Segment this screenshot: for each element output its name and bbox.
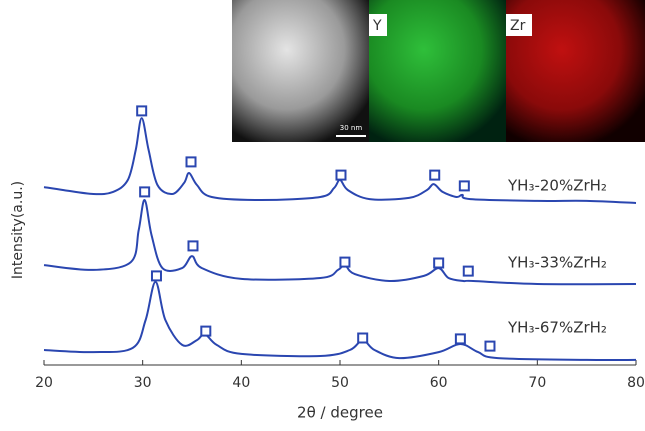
- inset: Y Zr 30 nm: [232, 0, 645, 142]
- inset-label: Zr: [510, 18, 526, 34]
- x-tick-label: 30: [134, 375, 152, 391]
- peak-marker: [336, 171, 345, 180]
- peak-marker: [137, 106, 146, 115]
- peak-marker: [187, 157, 196, 166]
- y-axis-label: Intensity(a.u.): [10, 181, 26, 279]
- peak-marker: [485, 342, 494, 351]
- x-tick-label: 60: [430, 375, 448, 391]
- peak-marker: [460, 181, 469, 190]
- peak-marker: [434, 259, 443, 268]
- chart: Y Zr 30 nm 2θ / degree Intensity(a.u.) 2…: [0, 0, 645, 427]
- inset-panel: [232, 0, 369, 142]
- peak-marker: [340, 258, 349, 267]
- peak-marker: [152, 271, 161, 280]
- x-axis-label: 2θ / degree: [297, 404, 383, 422]
- x-tick-label: 20: [35, 375, 53, 391]
- peak-marker: [201, 327, 210, 336]
- peak-marker: [358, 334, 367, 343]
- xrd-curve: [44, 200, 636, 284]
- inset-panel: [369, 0, 506, 142]
- peak-marker: [188, 241, 197, 250]
- inset-label: Y: [372, 18, 382, 34]
- peak-marker: [464, 267, 473, 276]
- series-label: YH₃-67%ZrH₂: [507, 319, 607, 337]
- x-tick-label: 50: [331, 375, 349, 391]
- peak-marker: [140, 187, 149, 196]
- series-label: YH₃-33%ZrH₂: [507, 254, 607, 272]
- peak-marker: [456, 334, 465, 343]
- x-tick-label: 70: [528, 375, 546, 391]
- series-label: YH₃-20%ZrH₂: [507, 177, 607, 195]
- peak-marker: [430, 171, 439, 180]
- x-tick-label: 40: [232, 375, 250, 391]
- scale-bar-label: 30 nm: [340, 124, 363, 132]
- x-tick-label: 80: [627, 375, 645, 391]
